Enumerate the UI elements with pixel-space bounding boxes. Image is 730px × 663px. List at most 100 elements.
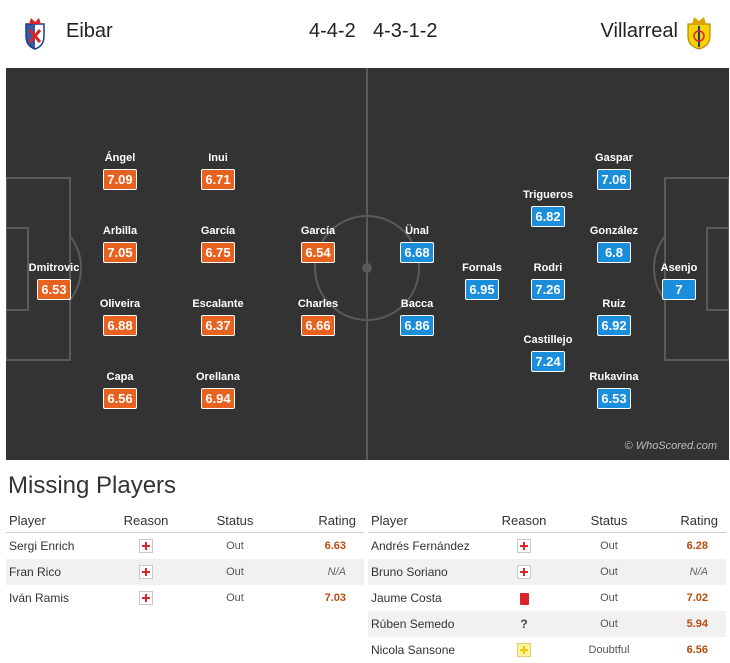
injury-icon [139,539,153,554]
doubtful-icon [517,643,531,658]
red-card-icon [519,592,529,605]
table-row: Andrés Fernández Out 6.28 [368,533,726,560]
home-player[interactable]: Oliveira 6.88 [80,298,160,336]
table-header: Player Reason Status Rating [368,508,726,533]
rating: 7.02 [686,592,708,604]
player-name: Capa [106,371,134,383]
player-name[interactable]: Andrés Fernández [371,539,470,553]
player-name: Fornals [462,262,502,274]
away-player[interactable]: Asenjo 7 [639,262,719,300]
player-rating: 7.05 [103,242,137,263]
column-player: Player [6,508,106,533]
player-name: García [300,225,336,237]
away-player[interactable]: Gaspar 7.06 [574,152,654,190]
player-rating: 6.71 [201,169,235,190]
away-player[interactable]: Rukavina 6.53 [574,371,654,409]
injury-icon [139,591,153,606]
player-rating: 7.09 [103,169,137,190]
status: Out [600,540,618,552]
player-rating: 7.26 [531,279,565,300]
column-status: Status [186,508,284,533]
column-rating: Rating [284,508,364,533]
player-name[interactable]: Jaume Costa [371,591,442,605]
away-player[interactable]: Castillejo 7.24 [508,334,588,372]
player-name: Charles [297,298,339,310]
home-player[interactable]: Charles 6.66 [278,298,358,336]
home-player[interactable]: Arbilla 7.05 [80,225,160,263]
player-name[interactable]: Rúben Semedo [368,611,486,637]
away-player[interactable]: Ünal 6.68 [377,225,457,263]
home-team-name[interactable]: Eibar [66,20,113,42]
reason-cell [486,533,562,560]
away-player[interactable]: González 6.8 [574,225,654,263]
reason-cell [106,533,186,560]
home-player[interactable]: Capa 6.56 [80,371,160,409]
player-rating: 6.82 [531,206,565,227]
table-row: Rúben Semedo ? Out 5.94 [368,611,726,637]
injury-icon [517,539,531,554]
player-rating: 6.54 [301,242,335,263]
player-rating: 6.88 [103,315,137,336]
home-player[interactable]: Escalante 6.37 [178,298,258,336]
player-name: Oliveira [99,298,141,310]
player-rating: 6.68 [400,242,434,263]
rating: 5.94 [656,611,726,637]
home-player[interactable]: Inui 6.71 [178,152,258,190]
player-name: Inui [208,152,228,164]
watermark: © WhoScored.com [624,440,717,452]
player-rating: 6.86 [400,315,434,336]
home-player[interactable]: Orellana 6.94 [178,371,258,409]
column-reason: Reason [486,508,562,533]
rating: 6.56 [686,644,708,656]
pitch-lines [6,68,729,460]
column-player: Player [368,508,486,533]
player-name: Rodri [533,262,563,274]
status: Doubtful [588,644,630,656]
player-rating: 6.95 [465,279,499,300]
reason-cell [106,585,186,611]
away-team-name[interactable]: Villarreal [600,20,678,42]
player-name: Asenjo [660,262,698,274]
player-rating: 6.66 [301,315,335,336]
home-missing-table: Player Reason Status Rating Sergi Enrich… [6,508,364,611]
rating: N/A [284,559,364,585]
unknown-icon: ? [520,617,528,631]
player-name: Dmitrovic [28,262,80,274]
column-status: Status [562,508,656,533]
player-rating: 7.24 [531,351,565,372]
player-name: Bacca [400,298,434,310]
away-player[interactable]: Rodri 7.26 [508,262,588,300]
away-player[interactable]: Fornals 6.95 [442,262,522,300]
player-name[interactable]: Fran Rico [6,559,106,585]
reason-cell [486,585,562,611]
eibar-crest-icon[interactable] [22,16,48,50]
player-name: Gaspar [595,152,633,164]
player-name[interactable]: Bruno Soriano [368,559,486,585]
table-row: Sergi Enrich Out 6.63 [6,533,364,560]
away-player[interactable]: Trigueros 6.82 [508,189,588,227]
away-player[interactable]: Bacca 6.86 [377,298,457,336]
player-name: Arbilla [102,225,138,237]
home-player[interactable]: Ángel 7.09 [80,152,160,190]
player-name: Castillejo [523,334,573,346]
player-name[interactable]: Iván Ramis [9,591,70,605]
player-rating: 6.53 [37,279,71,300]
player-name: Trigueros [522,189,574,201]
player-rating: 6.53 [597,388,631,409]
player-name: Ángel [104,152,136,164]
away-player[interactable]: Ruiz 6.92 [574,298,654,336]
away-formation: 4-3-1-2 [373,20,438,42]
player-name[interactable]: Sergi Enrich [9,539,75,553]
player-rating: 6.8 [597,242,631,263]
column-reason: Reason [106,508,186,533]
player-rating: 6.92 [597,315,631,336]
status: Out [562,611,656,637]
player-name: Rukavina [589,371,639,383]
home-player[interactable]: García 6.75 [178,225,258,263]
player-name[interactable]: Nicola Sansone [371,643,456,657]
home-player[interactable]: Dmitrovic 6.53 [14,262,94,300]
reason-cell: ? [486,611,562,637]
reason-cell [486,559,562,585]
home-player[interactable]: García 6.54 [278,225,358,263]
villarreal-crest-icon[interactable] [685,14,713,50]
